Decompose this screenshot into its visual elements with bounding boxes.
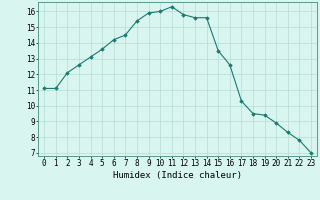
X-axis label: Humidex (Indice chaleur): Humidex (Indice chaleur) xyxy=(113,171,242,180)
